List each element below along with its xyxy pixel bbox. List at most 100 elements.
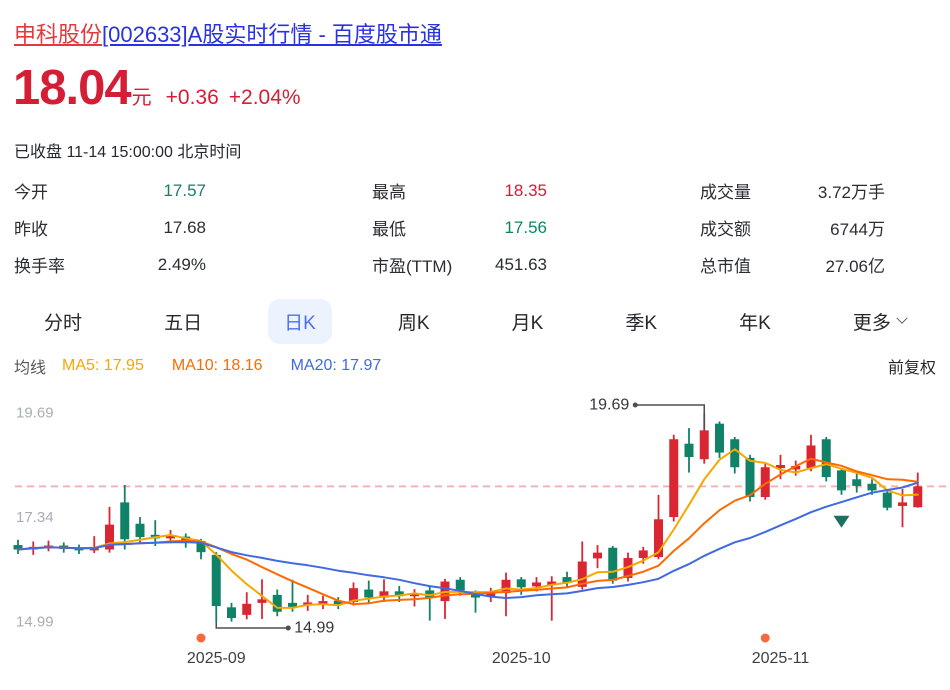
chevron-down-icon <box>896 312 908 324</box>
quote-row-prev-close: 昨收 17.68 <box>14 209 206 246</box>
quote-label: 最低 <box>372 220 406 239</box>
candle-down <box>425 590 435 598</box>
ma-line-ma20 <box>17 481 919 599</box>
candle-up <box>898 502 907 506</box>
candle-down <box>684 443 694 458</box>
y-axis-label: 14.99 <box>16 614 54 631</box>
candle-down <box>867 483 877 491</box>
candle-up <box>760 467 770 498</box>
event-dot <box>196 633 206 643</box>
tab-weekly-k[interactable]: 周K <box>397 312 430 334</box>
quote-label: 换手率 <box>14 257 65 276</box>
candle-down <box>333 600 343 605</box>
ma5-legend: MA5: 17.95 <box>62 357 144 374</box>
event-dot <box>760 633 770 643</box>
candle-down <box>364 589 374 598</box>
candle-down <box>745 457 755 498</box>
high-annotation-dot <box>632 402 638 408</box>
market-status: 已收盘 11-14 15:00:00 北京时间 <box>14 144 242 161</box>
candle-down <box>516 579 526 588</box>
tab-5day[interactable]: 五日 <box>164 312 203 334</box>
candle-down <box>562 577 572 583</box>
price-block: 18.04 元 +0.36 +2.04% <box>13 64 301 113</box>
quote-label: 最高 <box>372 183 406 202</box>
candle-up <box>257 599 267 603</box>
low-annotation-line <box>215 622 289 629</box>
ma-prefix-label: 均线 <box>14 360 47 377</box>
page-title-link[interactable]: 申科股份[002633]A股实时行情 - 百度股市通 <box>14 22 442 48</box>
kline-chart[interactable]: 19.69 14.99 19.69 17.34 14.99 2025-09 2025-10 2… <box>0 388 950 690</box>
quote-label: 昨收 <box>14 220 48 239</box>
quote-row-low: 最低 17.56 <box>372 209 547 246</box>
candle-up <box>593 552 602 559</box>
current-price: 18.04 <box>13 61 132 115</box>
quote-row-market-cap: 总市值 27.06亿 <box>700 246 885 283</box>
candle-up <box>410 593 419 597</box>
quote-row-open: 今开 17.57 <box>14 172 206 209</box>
candle-down <box>211 554 221 606</box>
quote-value-market-cap: 27.06亿 <box>825 257 885 276</box>
candle-down <box>471 593 480 598</box>
quote-value-low: 17.56 <box>504 217 547 237</box>
candle-down <box>120 502 130 540</box>
candle-down <box>227 607 236 618</box>
y-axis-label: 17.34 <box>16 509 54 526</box>
quote-value-volume: 3.72万手 <box>817 183 885 202</box>
quote-value-amount: 6744万 <box>830 220 885 239</box>
candle-down <box>821 439 831 478</box>
adjustment-mode-selector[interactable]: 前复权 <box>887 360 936 377</box>
candle-up <box>791 465 801 470</box>
x-axis-date-label: 2025-11 <box>752 650 810 667</box>
quote-value-open: 17.57 <box>163 180 206 200</box>
quote-value-pe: 451.63 <box>495 254 547 274</box>
candle-down <box>715 423 724 453</box>
candle-up <box>501 579 511 594</box>
x-axis-date-label: 2025-09 <box>187 650 246 667</box>
quote-label: 成交量 <box>700 183 751 202</box>
candle-up <box>532 582 541 587</box>
candle-down <box>135 523 145 538</box>
low-annotation-dot <box>285 625 291 631</box>
high-annotation-label: 19.69 <box>589 397 629 414</box>
quote-row-amount: 成交额 6744万 <box>700 209 885 246</box>
candle-down <box>455 579 465 591</box>
quote-row-pe: 市盈(TTM) 451.63 <box>372 246 547 283</box>
quote-value-high: 18.35 <box>504 180 547 200</box>
candle-up <box>318 601 328 604</box>
chart-period-tabs: 分时 五日 日K 周K 月K 季K 年K 更多 <box>0 298 950 344</box>
quote-value-turnover-rate: 2.49% <box>157 254 206 274</box>
tab-more[interactable]: 更多 <box>837 299 922 344</box>
candle-down <box>608 547 618 581</box>
quote-value-prev-close: 17.68 <box>163 217 206 237</box>
y-axis-label: 19.69 <box>16 405 54 422</box>
tab-quarterly-k[interactable]: 季K <box>625 312 658 334</box>
quote-column-3: 成交量 3.72万手 成交额 6744万 总市值 27.06亿 <box>700 172 885 283</box>
candle-up <box>669 439 679 518</box>
tab-more-label: 更多 <box>852 312 891 334</box>
low-annotation-label: 14.99 <box>294 620 334 637</box>
quote-row-high: 最高 18.35 <box>372 172 547 209</box>
high-annotation-line <box>635 404 705 430</box>
quote-row-turnover-rate: 换手率 2.49% <box>14 246 206 283</box>
stock-name: 申科股份 <box>14 22 103 47</box>
quote-row-volume: 成交量 3.72万手 <box>700 172 885 209</box>
candle-down <box>13 545 23 550</box>
title-rest: [002633]A股实时行情 - 百度股市通 <box>102 22 442 47</box>
candle-up <box>638 550 648 558</box>
ma-legend-bar: 均线 MA5: 17.95 MA10: 18.16 MA20: 17.97 前复… <box>0 352 950 380</box>
candle-down <box>852 479 862 486</box>
ma20-legend: MA20: 17.97 <box>290 357 382 374</box>
tab-yearly-k[interactable]: 年K <box>739 312 771 334</box>
quote-grid: 今开 17.57 昨收 17.68 换手率 2.49% 最高 18.35 最低 … <box>0 172 885 283</box>
ma-line-ma10 <box>17 457 919 606</box>
candle-down <box>272 594 282 612</box>
x-axis-date-label: 2025-10 <box>492 650 551 667</box>
candle-up <box>577 561 587 587</box>
tab-minute[interactable]: 分时 <box>44 312 83 334</box>
candle-up <box>699 430 709 460</box>
tab-daily-k[interactable]: 日K <box>268 298 332 344</box>
tab-monthly-k[interactable]: 月K <box>511 312 544 334</box>
quote-column-2: 最高 18.35 最低 17.56 市盈(TTM) 451.63 <box>372 172 547 283</box>
price-unit: 元 <box>131 87 152 109</box>
